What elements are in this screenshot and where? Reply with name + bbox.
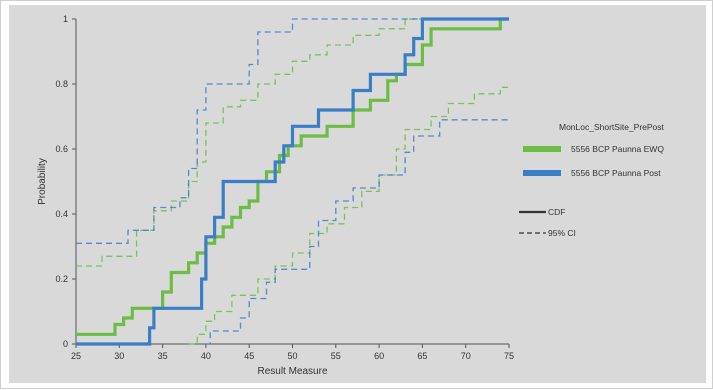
x-tick-label: 45: [244, 351, 254, 361]
legend-style-label: 95% CI: [548, 228, 576, 238]
legend-series-label: 5556 BCP Paunna EWQ: [571, 144, 664, 154]
y-tick-label: 0.4: [55, 209, 68, 219]
ci-lower-line: [205, 119, 509, 345]
x-tick-label: 65: [417, 351, 427, 361]
x-axis-label: Result Measure: [257, 366, 327, 377]
x-tick-label: 70: [461, 351, 471, 361]
y-tick-label: 0.2: [55, 274, 68, 284]
x-tick-label: 40: [201, 351, 211, 361]
ci-upper-line: [76, 18, 509, 244]
x-tick-label: 25: [71, 351, 81, 361]
series-post: [76, 17, 509, 346]
series-ewq: [76, 17, 509, 345]
legend-series-label: 5556 BCP Paunna Post: [571, 168, 661, 178]
x-tick-label: 75: [504, 351, 514, 361]
legend-swatch: [523, 146, 561, 152]
legend-swatch: [523, 170, 561, 176]
y-tick-label: 1: [63, 14, 68, 24]
cdf-line: [76, 17, 509, 346]
y-tick-label: 0.8: [55, 79, 68, 89]
y-axis-label: Probability: [37, 158, 48, 205]
x-tick-label: 35: [158, 351, 168, 361]
y-tick-label: 0.6: [55, 144, 68, 154]
ci-lower-line: [188, 86, 509, 345]
cdf-line: [76, 17, 509, 336]
x-tick-label: 50: [287, 351, 297, 361]
x-tick-label: 30: [114, 351, 124, 361]
series-layer: [76, 17, 509, 346]
y-tick-label: 0: [63, 339, 68, 349]
x-tick-label: 60: [374, 351, 384, 361]
legend: MonLoc_ShortSite_PrePost 5556 BCP Paunna …: [519, 122, 665, 238]
x-tick-label: 55: [331, 351, 341, 361]
legend-style-label: CDF: [548, 207, 565, 217]
axes: 25 30 35 40 45 50 55 60 65 70 75 0 0.2 0.4 0.6 0.8 1: [55, 14, 514, 361]
legend-title: MonLoc_ShortSite_PrePost: [559, 122, 665, 132]
